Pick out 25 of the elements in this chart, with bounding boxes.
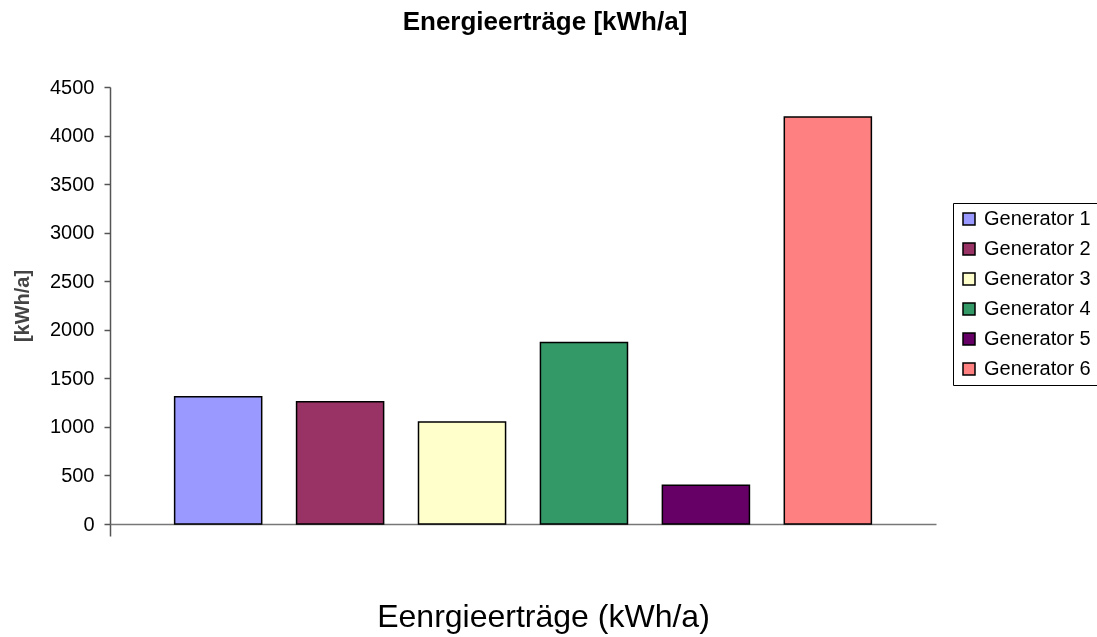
bar <box>783 116 873 525</box>
y-tick-label: 4000 <box>50 124 95 147</box>
y-axis-title: [kWh/a] <box>11 269 33 343</box>
legend-label: Generator 1 <box>984 207 1091 229</box>
legend-label: Generator 5 <box>984 327 1091 349</box>
legend-label: Generator 4 <box>984 297 1091 319</box>
y-tick-label: 3500 <box>50 172 95 195</box>
y-tick-label: 4500 <box>50 75 95 98</box>
legend-label: Generator 2 <box>984 237 1091 259</box>
legend-label: Generator 6 <box>984 357 1091 379</box>
legend-label: Generator 3 <box>984 267 1091 289</box>
y-tick-label: 500 <box>61 463 95 486</box>
y-tick-label: 1500 <box>50 366 95 389</box>
bar <box>539 341 629 525</box>
y-tick-label: 2000 <box>50 318 95 341</box>
bar <box>295 400 385 525</box>
chart-title: Energieerträge [kWh/a] <box>402 6 688 36</box>
x-axis-title: Eenrgieerträge (kWh/a) <box>377 597 710 634</box>
y-tick-label: 1000 <box>50 415 95 438</box>
y-tick-label: 2500 <box>50 269 95 292</box>
y-tick-label: 0 <box>83 512 95 535</box>
bar <box>661 484 751 525</box>
y-tick-label: 3000 <box>50 221 95 244</box>
bar <box>417 421 507 525</box>
bar <box>173 396 263 525</box>
